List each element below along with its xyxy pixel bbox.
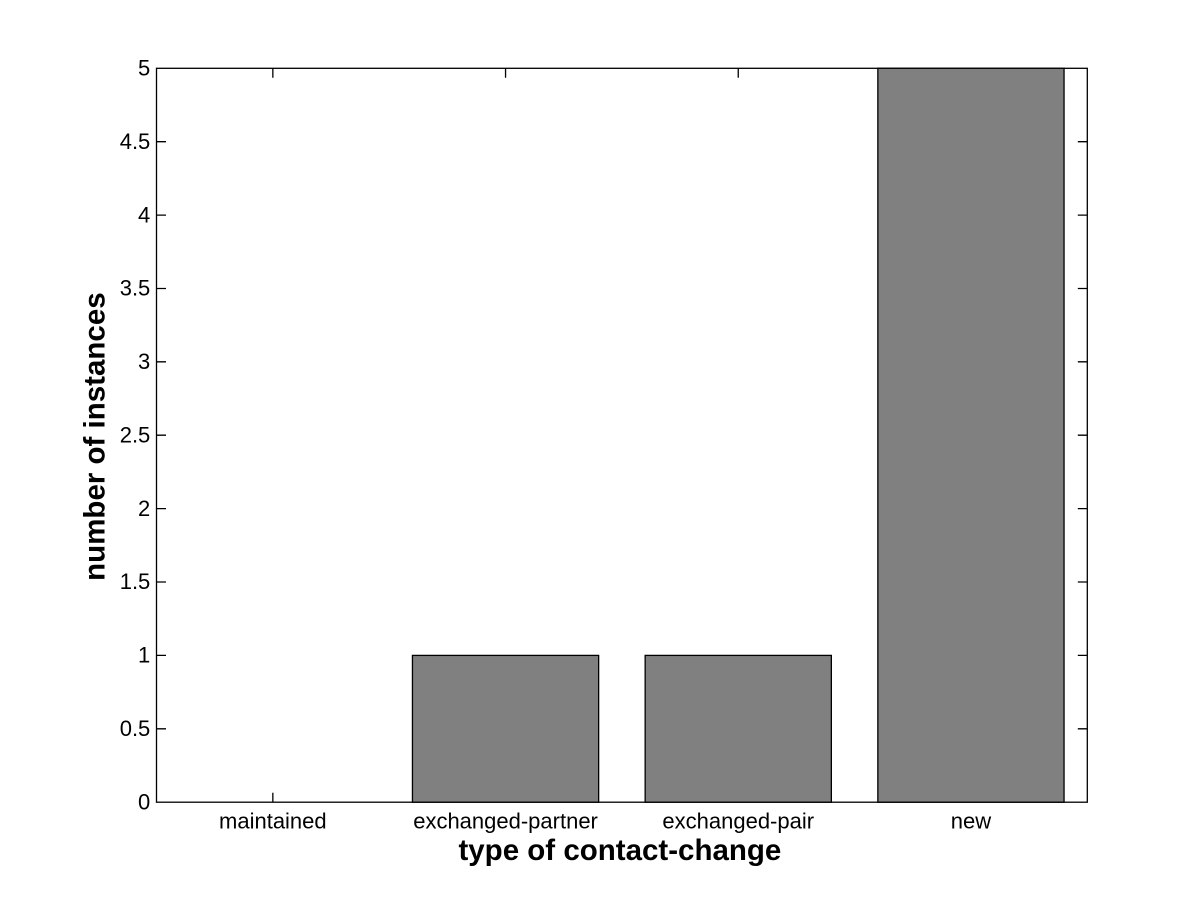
svg-text:0.5: 0.5 (120, 716, 151, 741)
svg-text:1: 1 (138, 643, 150, 668)
svg-text:exchanged-pair: exchanged-pair (662, 808, 814, 833)
svg-text:2: 2 (138, 496, 150, 521)
svg-text:new: new (951, 808, 991, 833)
svg-text:2.5: 2.5 (120, 422, 151, 447)
svg-text:1.5: 1.5 (120, 569, 151, 594)
svg-text:4.5: 4.5 (120, 129, 151, 154)
svg-text:exchanged-partner: exchanged-partner (413, 808, 598, 833)
svg-text:type of contact-change: type of contact-change (458, 834, 781, 867)
svg-text:4: 4 (138, 202, 150, 227)
svg-text:0: 0 (138, 789, 150, 814)
svg-text:maintained: maintained (219, 808, 327, 833)
svg-text:3.5: 3.5 (120, 276, 151, 301)
svg-text:3: 3 (138, 349, 150, 374)
svg-text:number of instances: number of instances (79, 292, 112, 581)
svg-text:5: 5 (138, 56, 150, 81)
